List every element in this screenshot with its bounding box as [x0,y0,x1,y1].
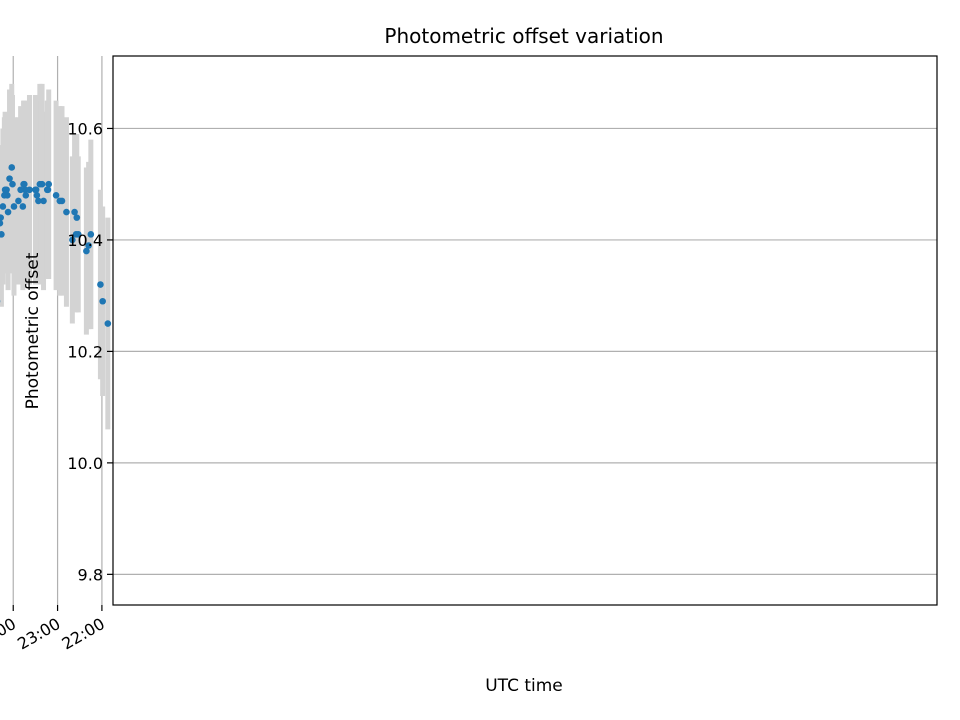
data-point [83,247,90,255]
data-point [97,281,104,288]
data-point [0,231,5,238]
data-point [4,208,12,216]
y-tick-label: 9.8 [78,565,103,584]
data-point [1,186,9,194]
data-point [15,197,22,205]
y-tick-label: 10.6 [67,119,103,138]
data-point [87,231,95,238]
data-point [20,180,27,188]
y-tick-label: 10.0 [67,454,103,473]
data-point [71,208,78,216]
data-point [1,192,8,199]
data-point [73,214,81,221]
data-point [69,236,76,244]
data-point [40,197,47,205]
data-point [72,231,80,238]
plot-frame [112,55,938,606]
data-point [85,242,92,249]
data-point [35,197,42,205]
data-point [0,220,2,227]
chart-title: Photometric offset variation [384,24,663,48]
data-point [99,297,106,305]
data-point [6,175,13,182]
data-point [32,186,39,194]
x-axis-title: UTC time [485,676,563,696]
data-point [36,180,44,188]
data-point [17,186,24,194]
data-point [63,208,70,216]
data-point [43,186,51,194]
y-axis-title: Photometric offset [23,252,43,409]
data-point [52,192,60,199]
data-point [33,192,41,199]
data-point [8,164,16,171]
y-tick-label: 10.4 [67,231,103,250]
y-tick-label: 10.2 [67,342,103,361]
point-layer [0,164,112,327]
data-point [9,180,16,188]
data-point [45,180,53,188]
data-point [19,203,27,210]
data-point [22,192,30,199]
data-point [56,197,64,205]
data-point [104,320,112,327]
data-point [10,203,18,210]
data-point [0,203,7,210]
data-point [0,214,4,221]
